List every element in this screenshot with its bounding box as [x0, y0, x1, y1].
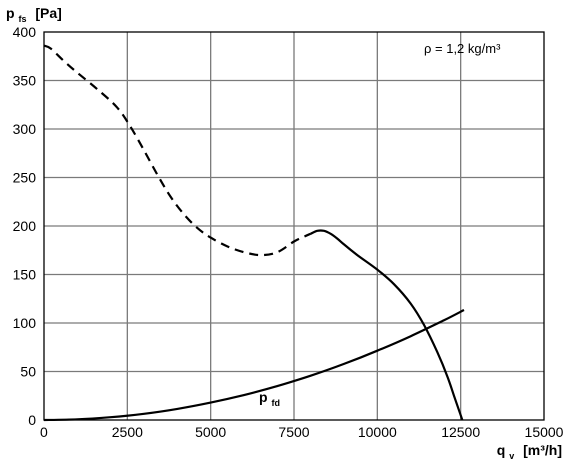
x-tick-label: 5000 [195, 424, 226, 440]
y-tick-label: 50 [20, 364, 36, 380]
y-axis-title: p fs [Pa] [6, 5, 62, 25]
y-axis-symbol: p [6, 5, 15, 21]
x-tick-label: 15000 [525, 424, 564, 440]
y-tick-label: 100 [13, 315, 37, 331]
y-tick-label: 400 [13, 24, 37, 40]
x-tick-label: 12500 [441, 424, 480, 440]
x-tick-label: 10000 [358, 424, 397, 440]
x-axis-subscript: v [509, 451, 514, 461]
y-tick-label: 300 [13, 121, 37, 137]
x-tick-label: 0 [40, 424, 48, 440]
x-tick-label: 7500 [278, 424, 309, 440]
plot-frame [43, 31, 545, 421]
pfd-label-symbol: p [259, 389, 268, 405]
series-group [43, 44, 465, 422]
dynamic-pressure-curve [43, 309, 465, 422]
pfd-curve-label: p fd [259, 389, 280, 408]
x-axis-unit: [m³/h] [523, 442, 562, 458]
fan-pressure-curve-stable [310, 229, 464, 421]
x-axis-title: q v [m³/h] [497, 442, 562, 462]
fan-pressure-curve-unstable [43, 44, 312, 257]
y-tick-label: 150 [13, 267, 37, 283]
y-tick-label: 350 [13, 73, 37, 89]
x-axis-symbol: q [497, 442, 506, 458]
y-tick-label: 0 [28, 412, 36, 428]
density-annotation: ρ = 1,2 kg/m³ [424, 41, 501, 56]
pfd-label-subscript: fd [271, 398, 280, 408]
y-tick-label: 250 [13, 170, 37, 186]
tick-labels: 0 2500 5000 7500 10000 12500 15000 0 50 100 150 200… [13, 24, 564, 440]
y-axis-subscript: fs [18, 14, 26, 24]
grid [44, 32, 544, 420]
y-tick-label: 200 [13, 218, 37, 234]
x-tick-label: 2500 [112, 424, 143, 440]
y-axis-unit: [Pa] [35, 5, 61, 21]
